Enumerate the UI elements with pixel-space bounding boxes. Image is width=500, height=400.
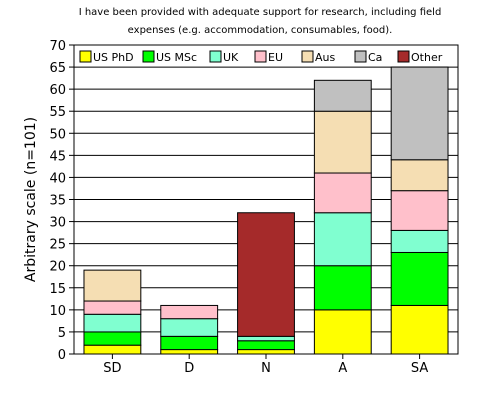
legend-label: US PhD (93, 51, 134, 64)
bar-segment (83, 344, 142, 355)
bar-segment (83, 313, 142, 333)
bar-segment (237, 335, 295, 342)
legend-item: Ca (354, 50, 382, 64)
y-axis-label: Arbitrary scale (n=101) (23, 117, 39, 282)
legend-item: US MSc (142, 50, 197, 64)
bar-segment (160, 335, 219, 351)
y-tick-label: 25 (49, 238, 66, 253)
y-tick-label: 60 (49, 83, 66, 98)
legend-label: Ca (368, 51, 382, 64)
bars (83, 66, 449, 355)
bar-segment (160, 304, 219, 320)
y-tick-label: 65 (49, 61, 66, 76)
chart-title-line-1: I have been provided with adequate suppo… (78, 7, 442, 18)
legend-swatch (254, 50, 267, 63)
bar-segment (390, 190, 449, 231)
y-tick-label: 10 (49, 304, 66, 319)
chart-title: I have been provided with adequate suppo… (60, 4, 460, 40)
legend-label: US MSc (156, 51, 197, 64)
bar-segment (313, 79, 372, 112)
axes (69, 44, 459, 359)
legend-label: Aus (315, 51, 335, 64)
legend-item: Other (397, 50, 443, 64)
x-tick-label: SA (411, 361, 428, 376)
legend-label: EU (268, 51, 283, 64)
y-tick-label: 15 (49, 282, 66, 297)
legend-swatch (397, 50, 410, 63)
legend-swatch (142, 50, 155, 63)
x-tick-label: SD (103, 361, 121, 376)
y-tick-label: 55 (49, 105, 66, 120)
bar-segment (237, 340, 295, 351)
bar-segment (83, 331, 142, 346)
y-tick-labels: 0 5 10 15 20 25 30 35 40 45 50 55 60 65 70 (49, 39, 66, 363)
y-tick-label: 70 (49, 39, 66, 54)
bar-segment (83, 300, 142, 315)
legend-item: UK (209, 50, 239, 64)
bar-segment (390, 304, 449, 355)
bar-segment (160, 318, 219, 337)
bar-segment (313, 212, 372, 267)
y-tick-label: 45 (49, 149, 66, 164)
y-tick-label: 35 (49, 194, 66, 209)
bar-segment (390, 66, 449, 161)
legend-swatch (301, 50, 314, 63)
y-tick-label: 0 (58, 348, 66, 363)
legend-item: EU (254, 50, 283, 64)
bar-segment (313, 110, 372, 174)
chart-title-line-2: expenses (e.g. accommodation, consumable… (127, 25, 393, 36)
legend-swatch (354, 50, 367, 63)
x-tick-labels: SD D N A SA (103, 361, 428, 376)
x-tick-label: N (261, 361, 271, 376)
legend-item: Aus (301, 50, 335, 64)
y-tick-label: 40 (49, 171, 66, 186)
bar-segment (390, 251, 449, 306)
bar-segment (237, 212, 295, 337)
legend: US PhD US MSc UK EU Aus Ca Other (79, 50, 443, 64)
legend-item: US PhD (79, 50, 134, 64)
bar-segment (390, 229, 449, 253)
bar-segment (160, 349, 219, 355)
y-tick-label: 5 (58, 326, 66, 341)
bar-segment (390, 159, 449, 192)
y-tick-label: 30 (49, 216, 66, 231)
x-tick-label: A (338, 361, 347, 376)
y-tick-label: 50 (49, 127, 66, 142)
bar-segment (313, 172, 372, 214)
bar-segment (237, 349, 295, 355)
legend-label: Other (411, 51, 443, 64)
bar-segment (313, 309, 372, 355)
bar-segment (83, 269, 142, 302)
y-tick-label: 20 (49, 260, 66, 275)
legend-swatch (79, 50, 92, 63)
legend-label: UK (223, 51, 239, 64)
bar-segment (313, 265, 372, 311)
legend-swatch (209, 50, 222, 63)
x-tick-label: D (184, 361, 194, 376)
